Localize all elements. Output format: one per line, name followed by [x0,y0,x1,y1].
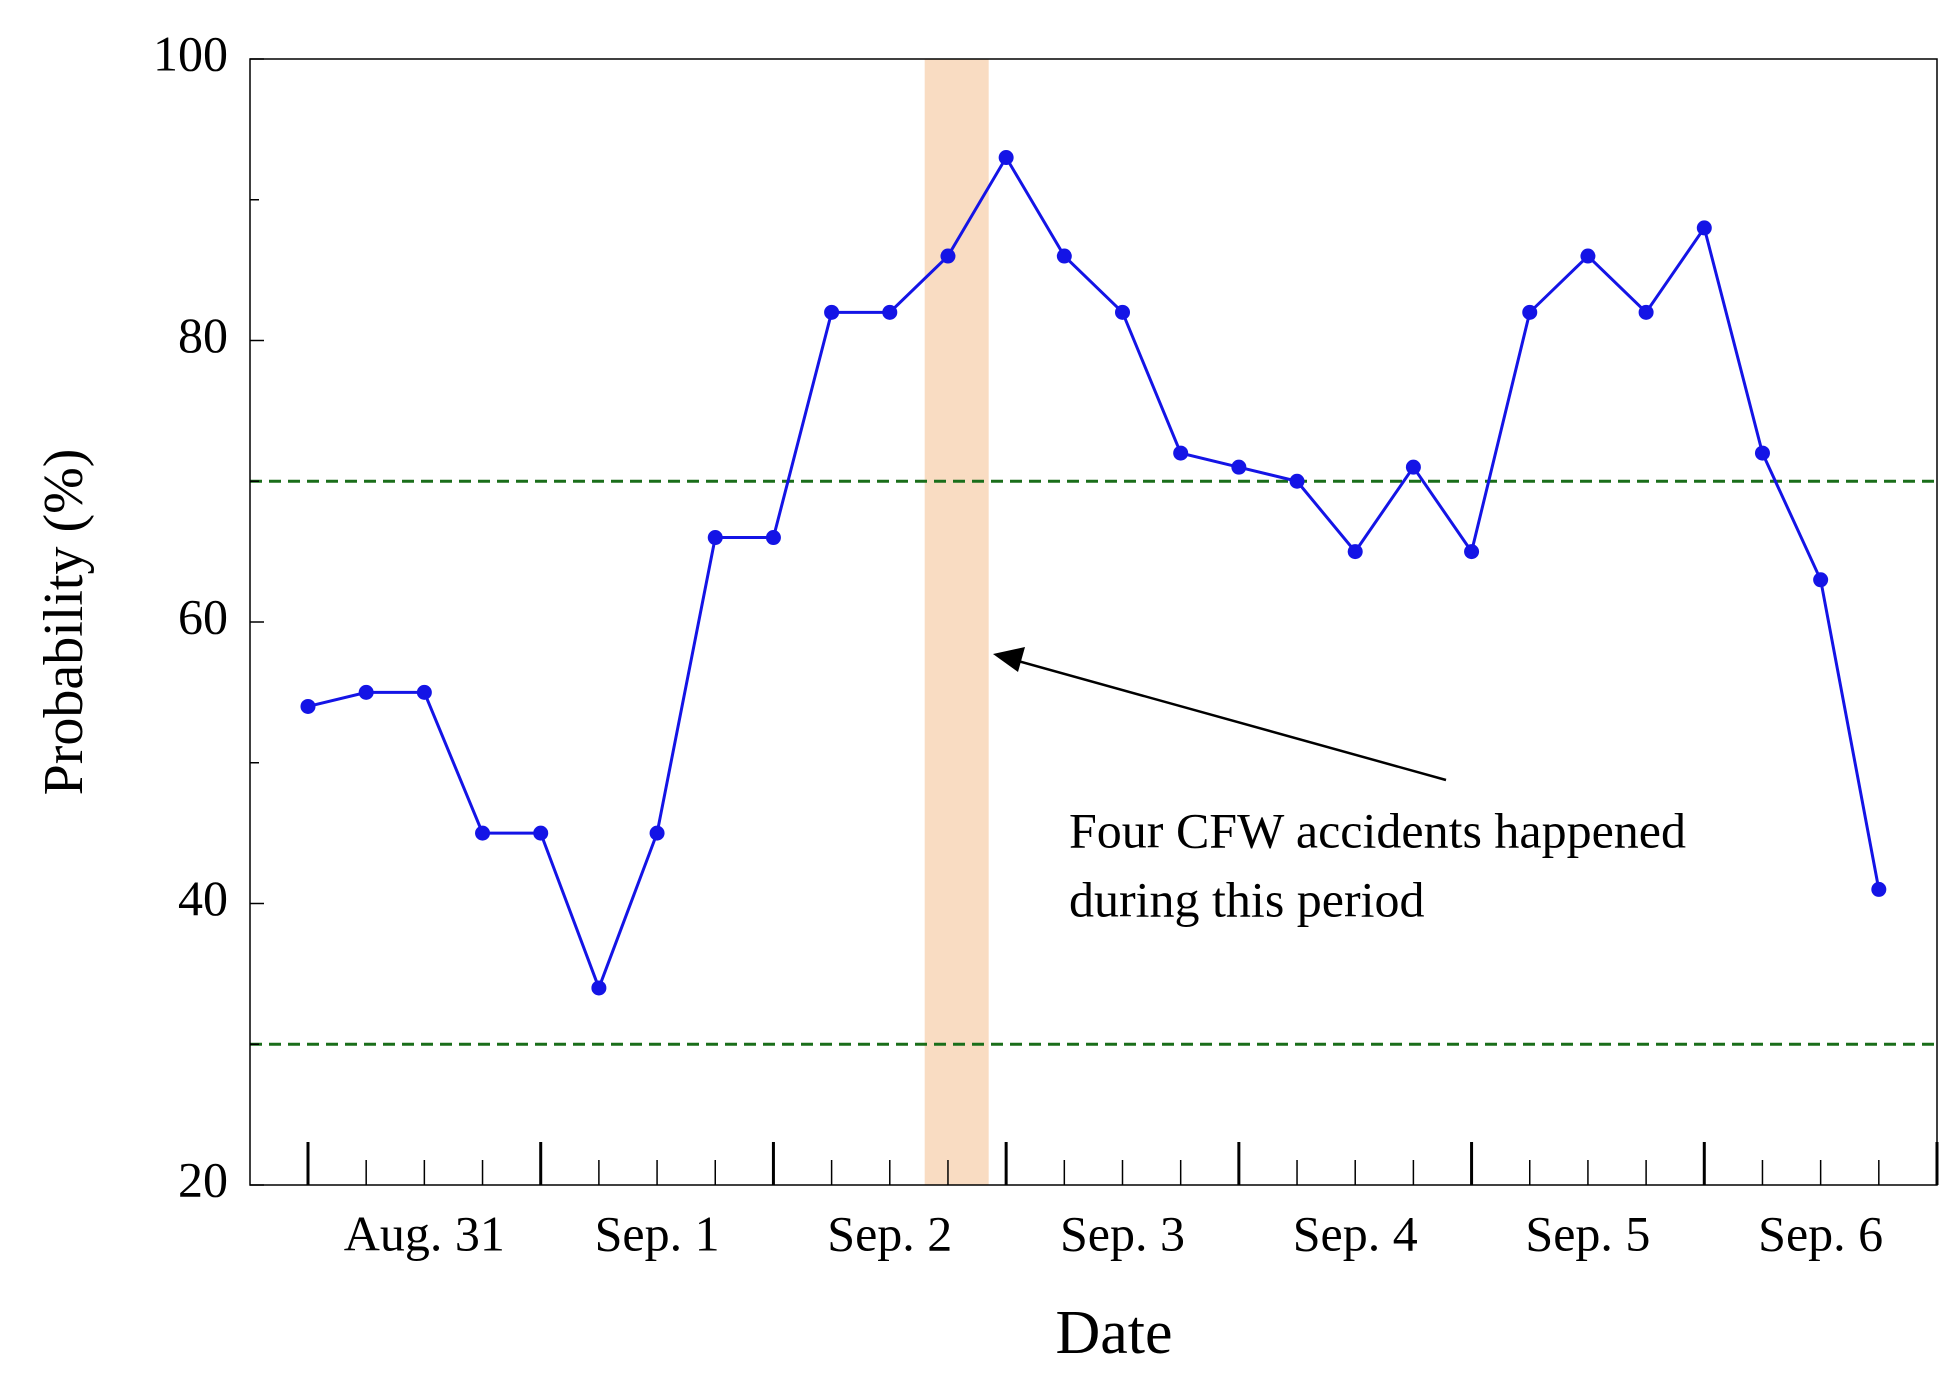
background-layer [250,59,1937,1185]
data-point [1464,544,1480,560]
y-tick-label: 40 [178,870,228,926]
annotation-arrow [999,654,1447,782]
x-tick-label: Sep. 5 [1525,1205,1650,1261]
x-tick-label: Sep. 3 [1060,1205,1185,1261]
x-tick-label: Sep. 2 [827,1205,952,1261]
data-point [649,825,665,841]
data-point [1580,248,1596,264]
data-point [1871,881,1887,897]
y-tick-label: 20 [178,1151,228,1207]
data-point [533,825,549,841]
data-point [591,980,607,996]
data-point [1056,248,1072,264]
data-point [1231,459,1247,475]
highlight-band [924,59,989,1185]
data-point [1638,304,1654,320]
data-point [1289,473,1305,489]
data-point [1173,445,1189,461]
data-point [882,304,898,320]
arrow-head [993,647,1025,672]
data-point [1347,544,1363,560]
x-axis-label: Date [1055,1299,1172,1367]
y-tick-label: 100 [153,25,228,81]
x-tick-label: Sep. 4 [1293,1205,1418,1261]
data-point [1115,304,1130,320]
x-tick-label: Sep. 1 [595,1205,720,1261]
x-tick-label: Aug. 31 [344,1205,505,1261]
data-point [1754,445,1770,461]
data-point [1696,220,1712,236]
annotation: during this period [1069,871,1425,927]
y-tick-label: 80 [178,307,228,363]
data-point [998,150,1014,166]
series-line [307,154,1881,993]
annotation: Four CFW accidents happened [1069,802,1686,858]
y-axis-label: Probability (%) [33,449,95,796]
data-point [765,530,781,546]
data-point [940,248,956,264]
data-point [1522,304,1538,320]
data-point [300,698,316,714]
data-point [358,684,374,700]
data-point [416,684,432,700]
data-point [475,825,491,841]
data-point [824,304,840,320]
data-point [1813,572,1829,588]
plot-frame [249,58,1938,1186]
x-tick-label: Sep. 6 [1758,1205,1883,1261]
y-tick-label: 60 [178,588,228,644]
data-point [1405,459,1421,475]
data-point [707,530,723,546]
